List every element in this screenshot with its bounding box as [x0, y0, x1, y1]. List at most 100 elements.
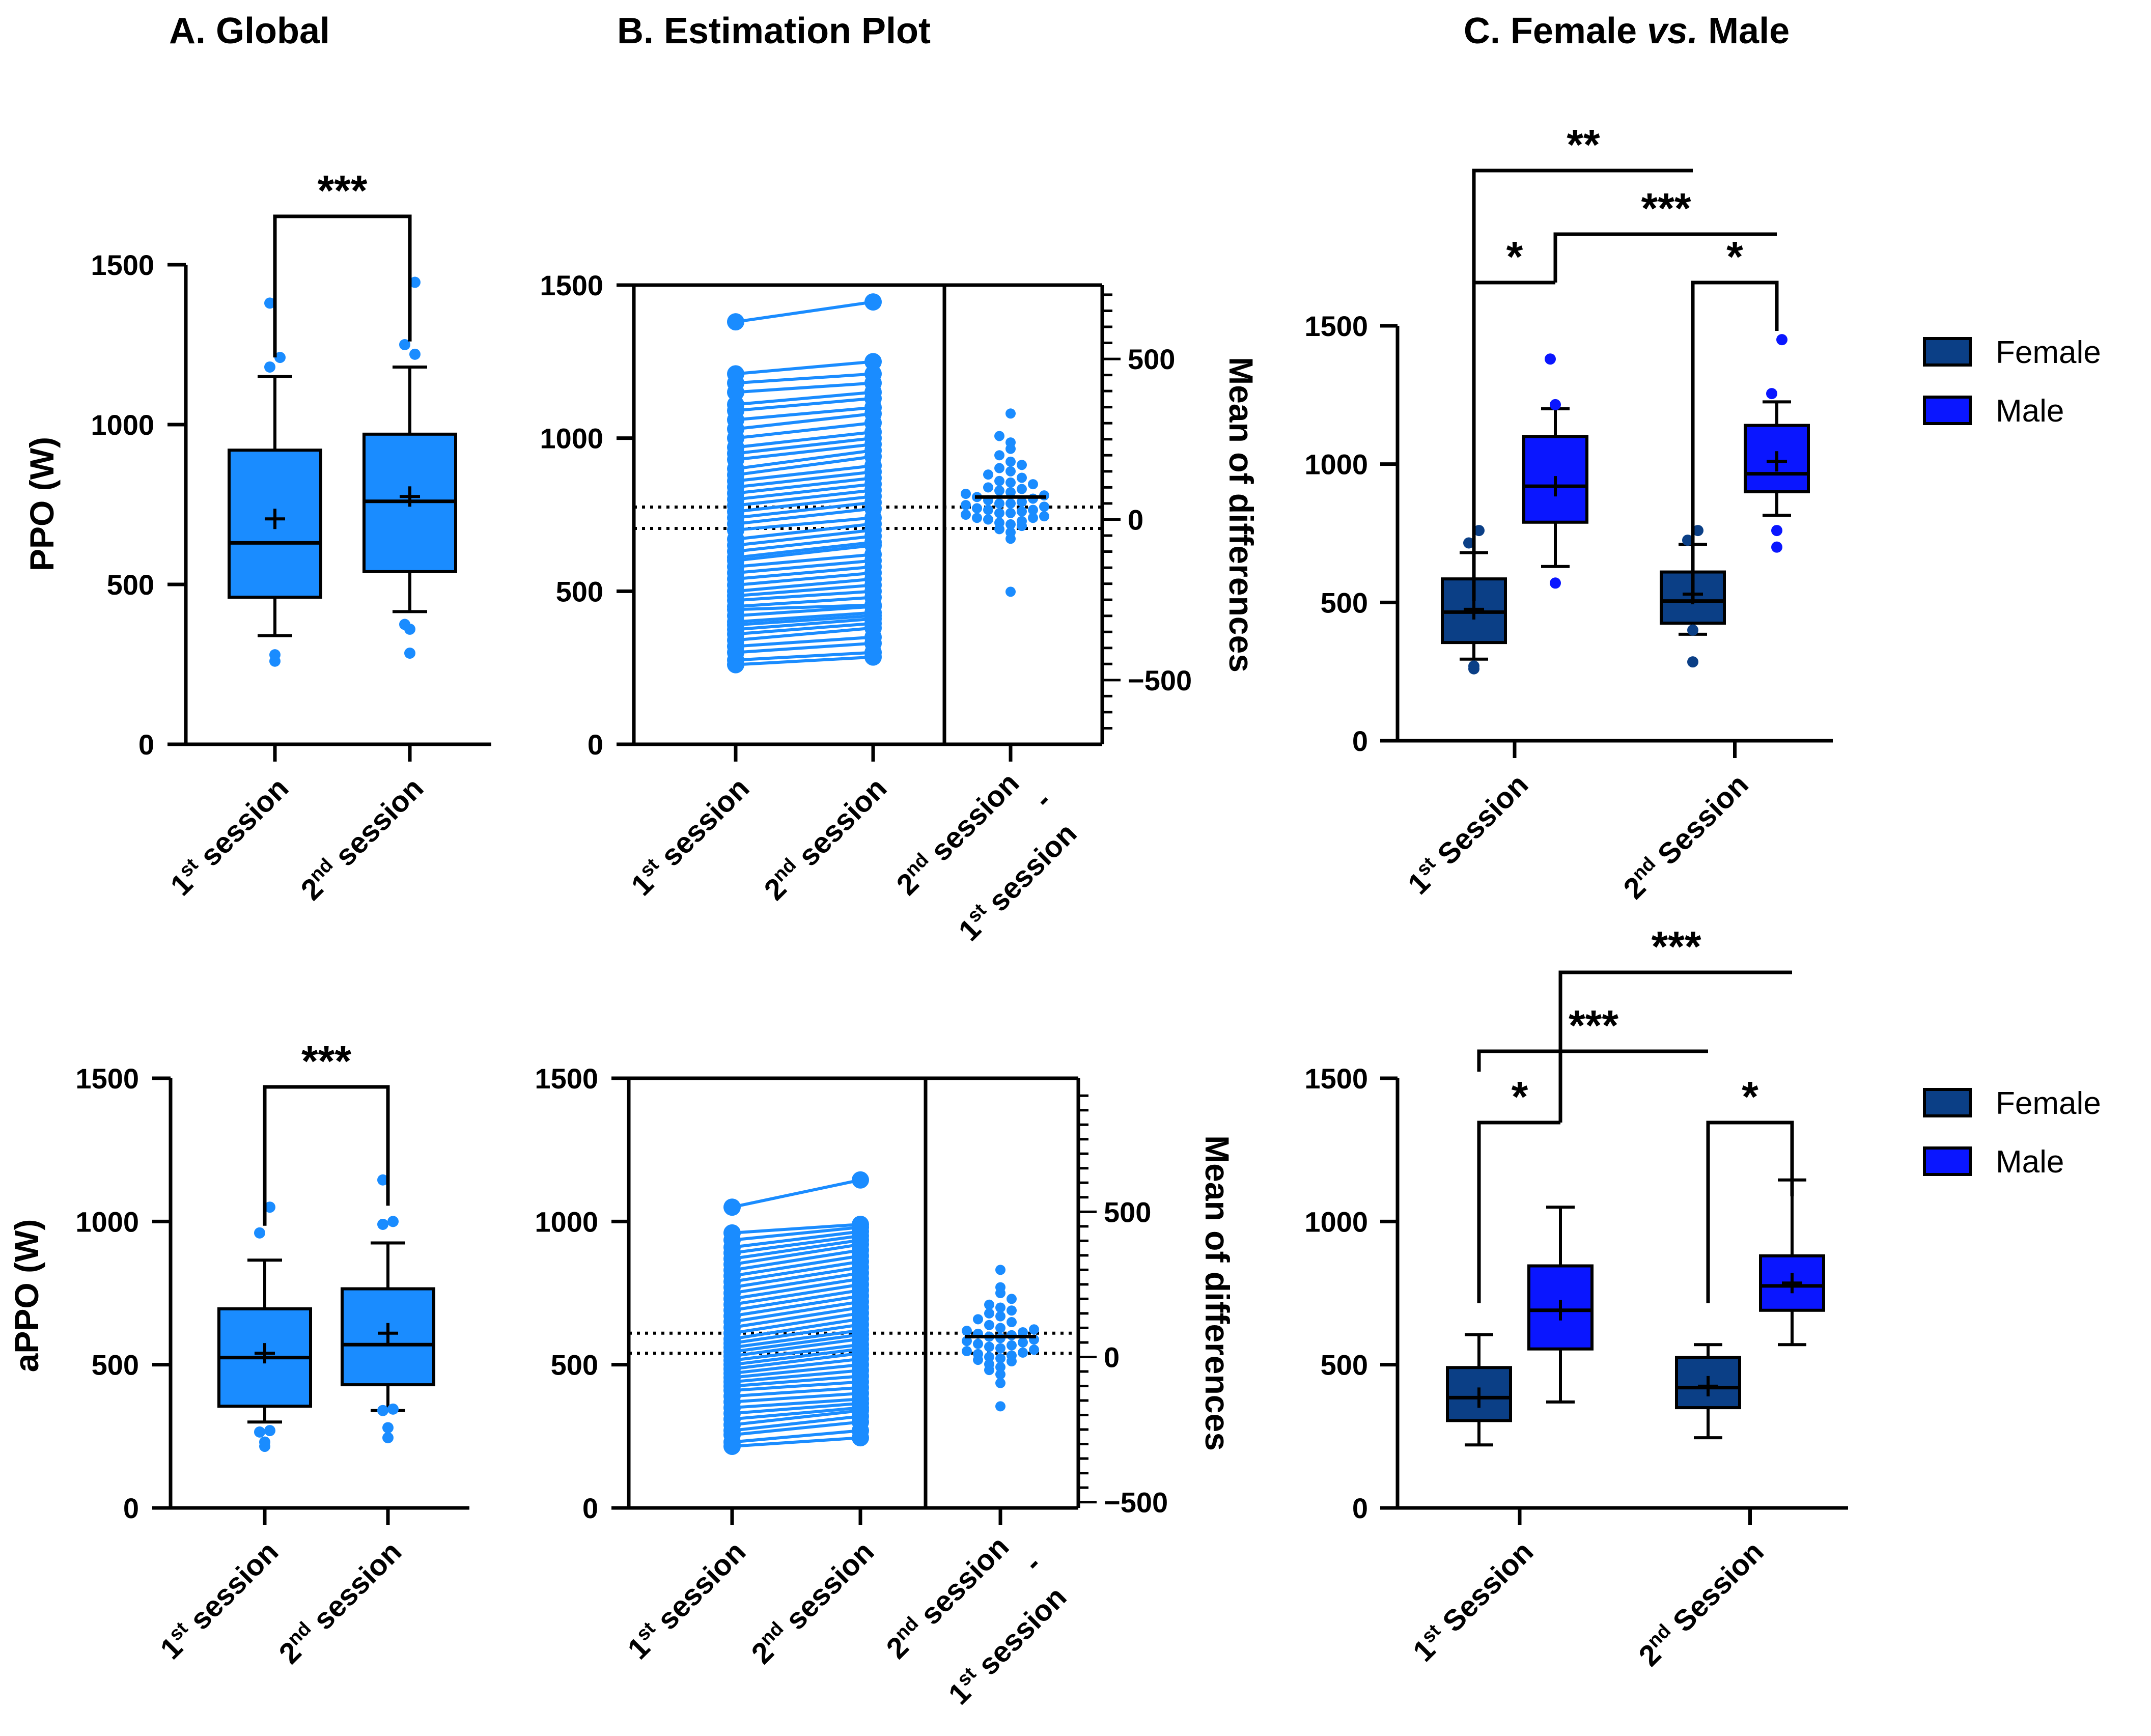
panel-a-title: A. Global [169, 11, 330, 51]
a-bottom-y-tick-label: 1000 [75, 1206, 139, 1238]
a-bottom-x-label-2: 2nd session [272, 1535, 408, 1670]
b-top-pair-line [735, 397, 874, 412]
b-bottom-pair-line [732, 1248, 861, 1272]
b-bottom-difference-point [973, 1349, 983, 1359]
b-top-right-tick-label: 500 [1128, 343, 1175, 375]
c-bottom-x-label-1-text: 1st Session [1406, 1534, 1540, 1668]
b-top-difference-point [1039, 511, 1049, 522]
b-bottom-pair-line [732, 1234, 861, 1255]
c-bottom-y-tick-label: 500 [1321, 1349, 1368, 1381]
b-bottom-difference-point [973, 1338, 983, 1349]
c-bottom-sig-2-bracket [1706, 1121, 1794, 1303]
panel-c-title: C. Female vs. Male [1464, 11, 1790, 51]
b-bottom-difference-point [1018, 1327, 1028, 1337]
b-top-pair-line [735, 412, 874, 431]
c-bottom-sig-3-bracket [1477, 1049, 1708, 1072]
panel-c-title-prefix: C. Female [1464, 11, 1647, 51]
b-bottom-pair-line [732, 1368, 861, 1384]
a-top-y-tick-label: 1500 [91, 249, 154, 281]
a-bottom-box-2-outlier [377, 1218, 388, 1230]
b-top-difference-point [1005, 519, 1016, 529]
c-bottom-y-tick-label: 0 [1352, 1492, 1368, 1524]
b-top-pair-line [735, 614, 874, 627]
b-top-pair-line [735, 553, 874, 569]
b-top-x-label-3-word: session [918, 766, 1025, 873]
b-top-pair-line [735, 449, 874, 470]
b-top-pair-line [735, 590, 874, 602]
b-top-difference-point [994, 498, 1004, 509]
c-bottom-legend-female-swatch [1923, 1088, 1972, 1117]
b-top-pair-line [735, 494, 874, 513]
c-top-legend-male-label: Male [1996, 394, 2064, 429]
c-top-box-1-outlier [1468, 660, 1479, 672]
c-top-x-label-1: 1st Session [1402, 768, 1534, 901]
b-bottom-pair-line [732, 1289, 861, 1312]
c-top-box-3-outlier [1687, 624, 1698, 636]
b-top-difference-point [1017, 496, 1027, 507]
b-bottom-pair-line [732, 1266, 861, 1289]
b-bottom-pair-line [732, 1260, 861, 1283]
b-top-pair-line [735, 464, 874, 483]
c-top-x-label-2-word: Session [1645, 768, 1755, 877]
b-bottom-difference-point [995, 1401, 1005, 1412]
b-top-difference-point [961, 489, 971, 499]
b-bottom-difference-point [995, 1265, 1005, 1275]
b-top-difference-point [1017, 460, 1027, 470]
panel-b-title: B. Estimation Plot [617, 11, 931, 51]
b-top-right-tick-label: −500 [1128, 664, 1192, 696]
c-top-box-3-outlier [1687, 656, 1698, 668]
b-top-difference-point [983, 505, 993, 515]
b-bottom-pair-line [732, 1323, 861, 1345]
b-top-x-label-1-word: session [649, 771, 756, 878]
b-top-pair-line [735, 421, 874, 440]
c-bottom-y-tick-label: 1500 [1304, 1062, 1368, 1095]
c-top-sig-2-bracket [1691, 281, 1779, 601]
b-top-difference-point [994, 517, 1004, 528]
c-bottom-x-label-1-word: Session [1431, 1535, 1540, 1644]
b-top-pair-line [735, 390, 874, 406]
b-top-difference-point [1017, 484, 1027, 494]
b-top-difference-point [994, 450, 1004, 461]
panel-c-title-suffix: Male [1698, 11, 1790, 51]
b-top-difference-point [961, 500, 971, 511]
c-top-x-label-2: 2nd Session [1617, 768, 1755, 905]
b-bottom-right-tick-label: 500 [1104, 1196, 1151, 1228]
b-bottom-difference-point [984, 1320, 994, 1330]
b-top-difference-point [994, 508, 1004, 518]
c-top-box-1-outlier [1463, 537, 1474, 549]
b-top-pair-line [735, 470, 874, 489]
b-bottom-pair-line [732, 1333, 861, 1354]
b-top-difference-point [1005, 437, 1016, 448]
b-bottom-difference-point [1018, 1337, 1028, 1348]
b-bottom-y-tick-label: 0 [582, 1492, 598, 1524]
b-top-x-label-2: 2nd session [758, 771, 893, 907]
b-bottom-pair-line [732, 1363, 861, 1379]
b-bottom-difference-point [984, 1352, 994, 1362]
b-bottom-pair-line [732, 1357, 861, 1375]
b-bottom-pair-line [732, 1420, 861, 1437]
c-top-box-2-outlier [1545, 353, 1556, 365]
c-top-y-tick-label: 1500 [1304, 310, 1368, 342]
b-top-difference-point [994, 475, 1004, 486]
b-top-difference-point [1005, 527, 1016, 538]
b-bottom-pair-line [732, 1436, 861, 1448]
b-bottom-pair-line [732, 1380, 861, 1392]
b-top-pair-line [735, 436, 874, 455]
b-top-point-second [864, 365, 882, 383]
b-bottom-pair-line [732, 1409, 861, 1426]
b-bottom-pair-line [732, 1337, 861, 1358]
b-bottom-difference-point [1007, 1305, 1017, 1316]
b-top-x-label-1: 1st session [625, 771, 756, 902]
b-bottom-pair-line [732, 1178, 861, 1209]
b-top-difference-point [994, 485, 1004, 496]
a-top-x-label-2-text: 2nd session [294, 771, 430, 907]
c-bottom-y-tick-label: 1000 [1304, 1206, 1368, 1238]
c-bottom-x-label-2-word: Session [1661, 1535, 1770, 1644]
b-top-pair-line [735, 522, 874, 541]
b-top-difference-point [1005, 586, 1016, 597]
c-top-box-1-outlier [1473, 525, 1485, 537]
a-top-box-1-outlier [269, 649, 281, 661]
b-top-y-tick-label: 0 [588, 729, 603, 761]
a-bottom-box-2-outlier [382, 1432, 394, 1444]
